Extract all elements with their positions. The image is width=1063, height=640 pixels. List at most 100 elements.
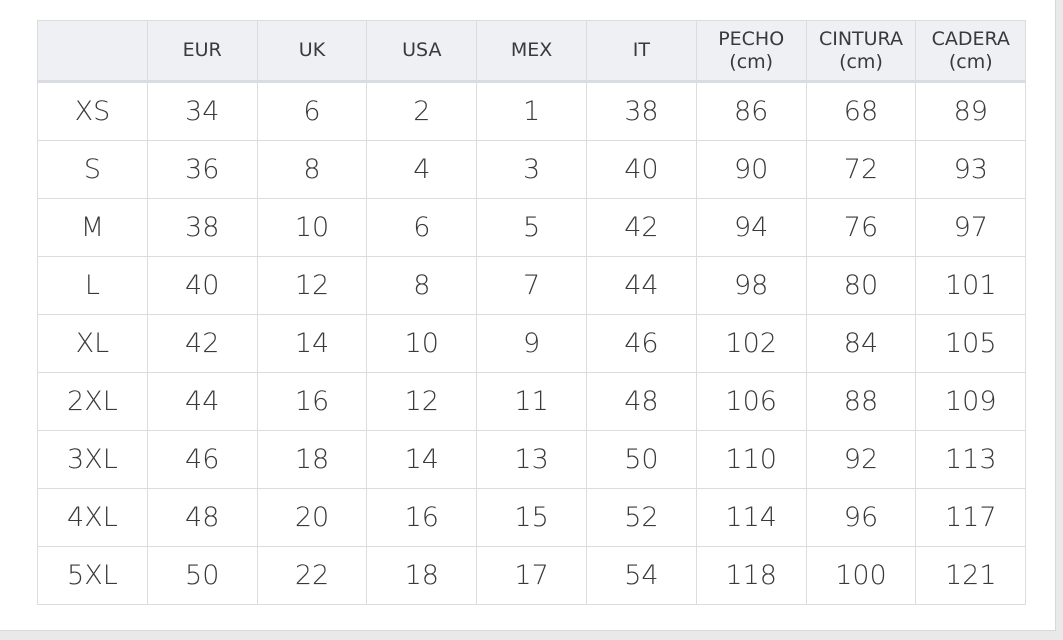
value-cell: 38 [585,81,697,141]
value-cell: 6 [256,81,368,141]
value-cell: 101 [915,256,1027,315]
size-cell: S [37,140,148,199]
value-cell: 6 [366,198,478,257]
value-cell: 40 [585,140,697,199]
value-cell: 113 [915,430,1027,489]
header-cell: CINTURA (cm) [805,20,917,83]
value-cell: 40 [146,256,258,315]
size-cell: L [37,256,148,315]
value-cell: 93 [915,140,1027,199]
size-cell: 5XL [37,546,148,605]
value-cell: 16 [366,488,478,547]
table-row: 5XL 50 22 18 17 54 118 100 121 [37,546,1027,605]
value-cell: 12 [366,372,478,431]
size-cell: 2XL [37,372,148,431]
value-cell: 34 [146,81,258,141]
value-cell: 36 [146,140,258,199]
size-table: EUR UK USA MEX IT PECHO (cm) CINTURA (cm) CADER… [37,20,1027,605]
header-cell: USA [366,20,478,83]
value-cell: 8 [256,140,368,199]
value-cell: 118 [695,546,807,605]
value-cell: 86 [695,81,807,141]
value-cell: 89 [915,81,1027,141]
table-row: M 38 10 6 5 42 94 76 97 [37,198,1027,257]
value-cell: 90 [695,140,807,199]
value-cell: 100 [805,546,917,605]
value-cell: 14 [366,430,478,489]
value-cell: 16 [256,372,368,431]
value-cell: 18 [366,546,478,605]
value-cell: 1 [476,81,587,141]
value-cell: 9 [476,314,587,373]
value-cell: 11 [476,372,587,431]
value-cell: 4 [366,140,478,199]
header-row: EUR UK USA MEX IT PECHO (cm) CINTURA (cm) CADER… [37,20,1027,83]
value-cell: 13 [476,430,587,489]
header-cell: PECHO (cm) [695,20,807,83]
size-cell: 3XL [37,430,148,489]
size-cell: 4XL [37,488,148,547]
table-row: S 36 8 4 3 40 90 72 93 [37,140,1027,199]
value-cell: 38 [146,198,258,257]
table-row: 4XL 48 20 16 15 52 114 96 117 [37,488,1027,547]
value-cell: 44 [585,256,697,315]
header-cell: CADERA (cm) [915,20,1027,83]
value-cell: 92 [805,430,917,489]
value-cell: 8 [366,256,478,315]
value-cell: 3 [476,140,587,199]
size-cell: XL [37,314,148,373]
size-cell: M [37,198,148,257]
value-cell: 117 [915,488,1027,547]
value-cell: 42 [585,198,697,257]
header-cell: IT [585,20,697,83]
value-cell: 46 [585,314,697,373]
value-cell: 106 [695,372,807,431]
value-cell: 10 [256,198,368,257]
value-cell: 68 [805,81,917,141]
value-cell: 52 [585,488,697,547]
table-body: XS 34 6 2 1 38 86 68 89 S 36 8 4 3 40 90 72 93 M 38 10 6 5 42 94… [37,81,1027,605]
value-cell: 105 [915,314,1027,373]
table-row: 3XL 46 18 14 13 50 110 92 113 [37,430,1027,489]
value-cell: 46 [146,430,258,489]
value-cell: 20 [256,488,368,547]
header-cell: EUR [146,20,258,83]
table-row: 2XL 44 16 12 11 48 106 88 109 [37,372,1027,431]
value-cell: 96 [805,488,917,547]
value-cell: 76 [805,198,917,257]
value-cell: 48 [146,488,258,547]
value-cell: 5 [476,198,587,257]
value-cell: 94 [695,198,807,257]
value-cell: 114 [695,488,807,547]
size-cell: XS [37,81,148,141]
value-cell: 102 [695,314,807,373]
value-cell: 88 [805,372,917,431]
value-cell: 7 [476,256,587,315]
value-cell: 22 [256,546,368,605]
value-cell: 2 [366,81,478,141]
value-cell: 72 [805,140,917,199]
value-cell: 98 [695,256,807,315]
value-cell: 17 [476,546,587,605]
table-row: L 40 12 8 7 44 98 80 101 [37,256,1027,315]
header-cell: MEX [476,20,587,83]
value-cell: 110 [695,430,807,489]
value-cell: 121 [915,546,1027,605]
value-cell: 97 [915,198,1027,257]
corner-cell [37,20,148,83]
value-cell: 54 [585,546,697,605]
value-cell: 48 [585,372,697,431]
value-cell: 18 [256,430,368,489]
value-cell: 84 [805,314,917,373]
value-cell: 42 [146,314,258,373]
frame: EUR UK USA MEX IT PECHO (cm) CINTURA (cm) CADER… [0,0,1056,631]
value-cell: 80 [805,256,917,315]
value-cell: 15 [476,488,587,547]
table-row: XS 34 6 2 1 38 86 68 89 [37,81,1027,141]
header-cell: UK [256,20,368,83]
value-cell: 44 [146,372,258,431]
value-cell: 50 [585,430,697,489]
value-cell: 109 [915,372,1027,431]
value-cell: 14 [256,314,368,373]
